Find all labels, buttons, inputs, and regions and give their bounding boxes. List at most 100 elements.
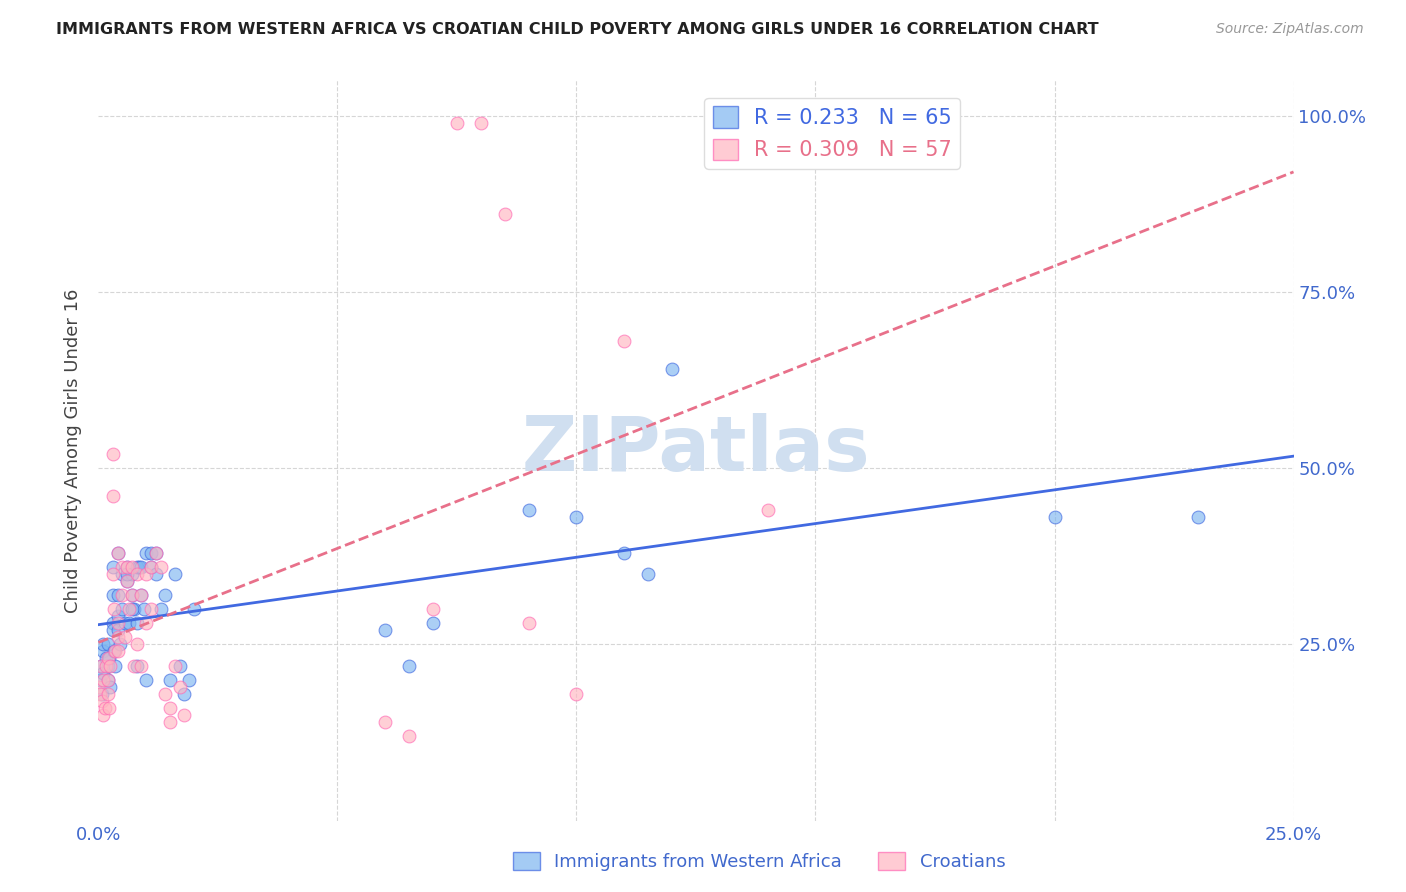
Legend: R = 0.233   N = 65, R = 0.309   N = 57: R = 0.233 N = 65, R = 0.309 N = 57 <box>704 98 960 169</box>
Point <box>398 729 420 743</box>
Point <box>111 559 134 574</box>
Point <box>139 559 162 574</box>
Point <box>101 489 124 503</box>
Point <box>756 503 779 517</box>
Point <box>121 588 143 602</box>
Point <box>97 701 120 715</box>
Point <box>101 588 124 602</box>
Text: Source: ZipAtlas.com: Source: ZipAtlas.com <box>1216 22 1364 37</box>
Point <box>94 651 117 665</box>
Point <box>173 687 195 701</box>
Point <box>104 658 127 673</box>
Point <box>107 644 129 658</box>
Point <box>494 207 516 221</box>
Point <box>398 658 420 673</box>
Point <box>135 566 157 581</box>
Point <box>101 566 124 581</box>
Point <box>111 588 134 602</box>
Point <box>107 630 129 644</box>
Text: ZIPatlas: ZIPatlas <box>522 414 870 487</box>
Point <box>149 559 172 574</box>
Point <box>131 559 153 574</box>
Legend: Immigrants from Western Africa, Croatians: Immigrants from Western Africa, Croatian… <box>506 845 1012 879</box>
Point <box>90 658 112 673</box>
Point <box>183 602 205 616</box>
Point <box>1043 510 1066 524</box>
Point <box>135 673 157 687</box>
Point <box>124 658 146 673</box>
Point <box>613 546 636 560</box>
Point <box>121 588 143 602</box>
Point <box>97 687 120 701</box>
Point <box>118 616 141 631</box>
Point <box>111 602 134 616</box>
Point <box>94 658 117 673</box>
Point <box>124 602 146 616</box>
Point <box>121 566 143 581</box>
Point <box>163 658 186 673</box>
Point <box>108 637 131 651</box>
Point <box>101 447 124 461</box>
Point <box>159 673 181 687</box>
Point <box>118 602 141 616</box>
Point <box>125 637 148 651</box>
Point <box>169 680 191 694</box>
Point <box>107 609 129 624</box>
Point <box>90 687 112 701</box>
Point <box>517 503 540 517</box>
Point <box>470 115 492 129</box>
Point <box>125 616 148 631</box>
Point <box>139 559 162 574</box>
Point <box>91 665 114 680</box>
Point <box>159 714 181 729</box>
Point <box>114 616 136 631</box>
Point <box>91 673 114 687</box>
Point <box>115 574 138 588</box>
Point <box>135 616 157 631</box>
Point <box>131 588 153 602</box>
Point <box>101 616 124 631</box>
Point <box>97 637 120 651</box>
Point <box>97 673 120 687</box>
Point <box>422 616 444 631</box>
Point <box>145 546 167 560</box>
Point <box>1187 510 1209 524</box>
Point <box>517 616 540 631</box>
Point <box>139 546 162 560</box>
Point <box>104 644 127 658</box>
Point <box>128 559 150 574</box>
Point <box>97 673 120 687</box>
Point <box>121 602 143 616</box>
Point <box>97 651 120 665</box>
Point <box>107 624 129 638</box>
Point <box>155 588 177 602</box>
Point <box>89 673 111 687</box>
Text: IMMIGRANTS FROM WESTERN AFRICA VS CROATIAN CHILD POVERTY AMONG GIRLS UNDER 16 CO: IMMIGRANTS FROM WESTERN AFRICA VS CROATI… <box>56 22 1099 37</box>
Point <box>145 566 167 581</box>
Point <box>132 602 155 616</box>
Point <box>87 680 110 694</box>
Point <box>613 334 636 348</box>
Point <box>145 546 167 560</box>
Point <box>155 687 177 701</box>
Point <box>179 673 201 687</box>
Point <box>173 707 195 722</box>
Point <box>97 651 120 665</box>
Point <box>114 630 136 644</box>
Point <box>422 602 444 616</box>
Point <box>91 637 114 651</box>
Point <box>107 616 129 631</box>
Point <box>661 362 683 376</box>
Point <box>107 546 129 560</box>
Point <box>565 687 588 701</box>
Point <box>91 707 114 722</box>
Point <box>115 566 138 581</box>
Point <box>169 658 191 673</box>
Point <box>125 559 148 574</box>
Point <box>374 624 396 638</box>
Point <box>90 694 112 708</box>
Point <box>149 602 172 616</box>
Point <box>163 566 186 581</box>
Point <box>93 701 115 715</box>
Point <box>101 624 124 638</box>
